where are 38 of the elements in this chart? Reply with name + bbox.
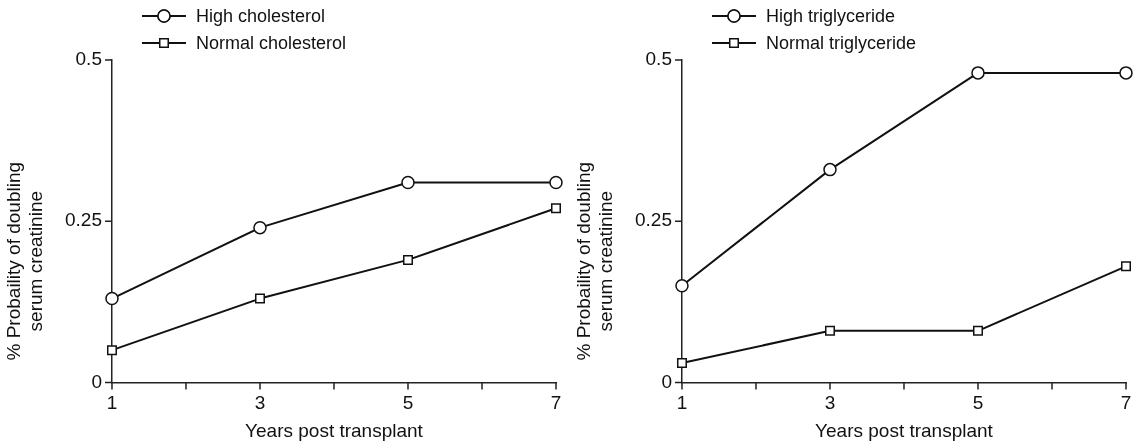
y-tick-label: 0.5 — [75, 48, 102, 70]
legend-label: Normal cholesterol — [195, 32, 347, 53]
y-tick-label: 0 — [91, 370, 102, 392]
x-tick-label: 1 — [676, 392, 688, 414]
point — [824, 325, 835, 336]
y-axis-title: % Probaility of doubling serum creatinine — [573, 161, 616, 361]
point — [1119, 66, 1133, 80]
legend-label: Normal triglyceride — [765, 32, 917, 53]
x-tick-label: 3 — [824, 392, 836, 414]
x-tick-label: 3 — [254, 392, 266, 414]
y-tick-label: 0.25 — [635, 209, 672, 231]
y-axis-title: % Probaility of doubling serum creatinine — [3, 161, 46, 361]
legend-label: High cholesterol — [195, 5, 326, 26]
x-axis-title: Years post transplant — [815, 419, 994, 441]
point — [823, 162, 837, 177]
x-tick-label: 5 — [402, 392, 414, 414]
point — [549, 175, 563, 190]
point — [401, 175, 415, 190]
point — [551, 203, 561, 214]
point — [105, 291, 119, 306]
x-tick-label: 7 — [550, 392, 562, 414]
y-tick-label: 0.5 — [645, 48, 672, 70]
point — [973, 325, 983, 336]
x-tick-label: 7 — [1120, 392, 1132, 414]
y-tick-label: 0 — [661, 370, 672, 392]
x-tick-label: 1 — [106, 392, 118, 414]
point — [675, 278, 689, 293]
legend-label: High triglyceride — [765, 5, 896, 26]
y-tick-label: 0.25 — [65, 209, 102, 231]
x-tick-label: 5 — [972, 392, 984, 414]
point — [403, 254, 413, 265]
point — [253, 220, 267, 235]
x-axis-title: Years post transplant — [245, 419, 424, 441]
point — [676, 358, 687, 369]
point — [1121, 261, 1131, 272]
point — [971, 66, 985, 80]
point — [254, 293, 265, 304]
point — [106, 345, 117, 356]
